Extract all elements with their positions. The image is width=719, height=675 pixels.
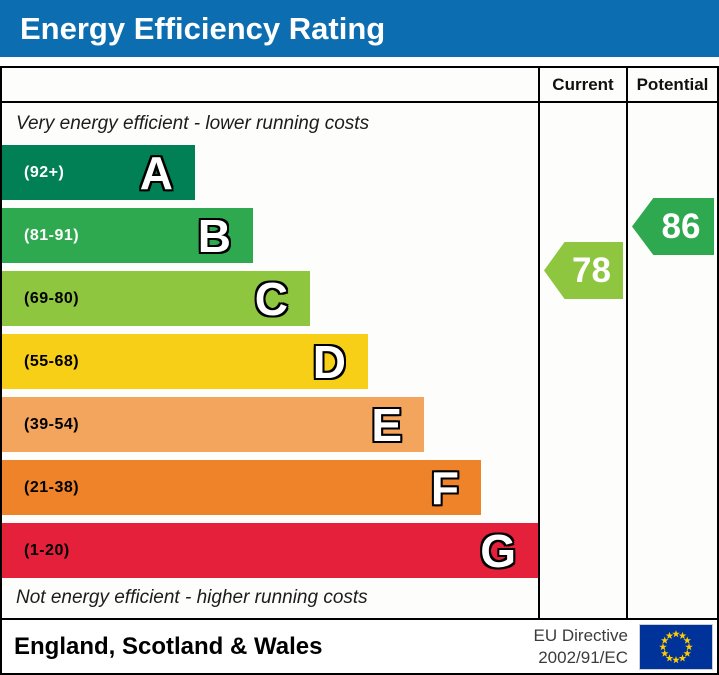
band-letter-G: G — [480, 524, 516, 577]
region-label: England, Scotland & Wales — [14, 632, 323, 660]
current-rating-arrow: 78 — [544, 242, 623, 299]
page-title: Energy Efficiency Rating — [20, 10, 386, 46]
band-range-E: (39-54) — [24, 415, 80, 433]
eu-directive-line2: 2002/91/EC — [538, 647, 628, 667]
band-letter-F: F — [430, 461, 459, 514]
band-F: (21-38) F — [2, 460, 481, 515]
band-row-E: (39-54) E — [2, 397, 538, 452]
band-range-C: (69-80) — [24, 289, 80, 307]
band-row-B: (81-91) B — [2, 208, 538, 263]
title-bar: Energy Efficiency Rating — [0, 0, 719, 57]
footer-row: England, Scotland & Wales EU Directive 2… — [2, 618, 717, 673]
eu-directive-label: EU Directive 2002/91/EC — [534, 625, 628, 668]
band-range-A: (92+) — [24, 163, 65, 181]
band-row-G: (1-20) G — [2, 523, 538, 578]
band-B: (81-91) B — [2, 208, 253, 263]
eu-directive-line1: EU Directive — [533, 626, 628, 646]
current-column: 78 — [540, 103, 628, 618]
band-row-D: (55-68) D — [2, 334, 538, 389]
current-rating-value: 78 — [572, 250, 611, 290]
band-G: (1-20) G — [2, 523, 538, 578]
band-A: (92+) A — [2, 145, 195, 200]
band-letter-C: C — [254, 272, 288, 325]
potential-rating-value: 86 — [661, 206, 701, 246]
band-D: (55-68) D — [2, 334, 368, 389]
band-row-F: (21-38) F — [2, 460, 538, 515]
band-row-C: (69-80) C — [2, 271, 538, 326]
eu-flag-icon — [640, 624, 712, 669]
bands: (92+) A (81-91) B (69-80) C (55-68) D (39-54) E (2… — [2, 145, 538, 578]
band-C: (69-80) C — [2, 271, 310, 326]
potential-column-header: Potential — [636, 74, 709, 94]
potential-column: 86 — [628, 103, 717, 618]
potential-rating-arrow: 86 — [632, 198, 714, 255]
bottom-note: Not energy efficient - higher running co… — [16, 587, 368, 608]
band-E: (39-54) E — [2, 397, 424, 452]
header-row: Current Potential — [2, 68, 717, 103]
band-letter-D: D — [312, 335, 346, 388]
top-note: Very energy efficient - lower running co… — [16, 113, 370, 134]
epc-table: Current Potential Very energy efficient … — [0, 66, 719, 675]
band-letter-E: E — [371, 398, 402, 451]
chart-body: Very energy efficient - lower running co… — [2, 103, 717, 618]
band-letter-B: B — [197, 209, 231, 262]
current-column-header: Current — [540, 68, 628, 101]
band-range-F: (21-38) — [24, 478, 80, 496]
eu-flag-svg — [640, 624, 712, 669]
band-range-D: (55-68) — [24, 352, 80, 370]
band-letter-A: A — [139, 146, 173, 199]
band-row-A: (92+) A — [2, 145, 538, 200]
band-range-B: (81-91) — [24, 226, 80, 244]
band-range-G: (1-20) — [24, 541, 70, 559]
bands-cell: Very energy efficient - lower running co… — [2, 103, 540, 618]
header-spacer-cell — [2, 68, 540, 101]
